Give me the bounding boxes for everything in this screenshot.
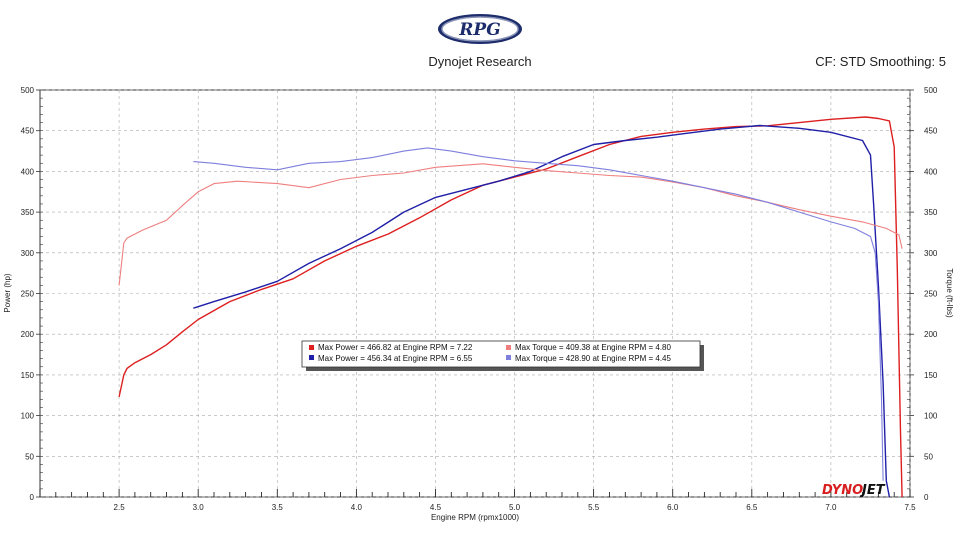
y2-axis-title: Torque (ft-lbs) xyxy=(945,268,954,318)
x-tick-label: 6.0 xyxy=(667,503,679,512)
y2-tick-label: 450 xyxy=(924,127,938,136)
y2-tick-label: 400 xyxy=(924,167,938,176)
legend-swatch-power-run-2 xyxy=(309,355,314,360)
y-tick-label: 50 xyxy=(25,452,34,461)
y-axis-title: Power (hp) xyxy=(3,273,12,312)
x-tick-labels: 2.5 3.0 3.5 4.0 4.5 5.0 5.5 6.0 6.5 7.0 7.5 xyxy=(114,503,917,512)
x-tick-label: 5.5 xyxy=(588,503,600,512)
x-tick-label: 6.5 xyxy=(746,503,758,512)
x-tick-label: 2.5 xyxy=(114,503,126,512)
company-name: Dynojet Research xyxy=(428,54,532,69)
x-tick-label: 3.0 xyxy=(193,503,205,512)
y-tick-label: 0 xyxy=(30,493,35,502)
y2-tick-label: 0 xyxy=(924,493,929,502)
y2-tick-labels: 0 50 100 150 200 250 300 350 400 450 500 xyxy=(924,86,938,502)
legend-swatch-torque-run-1 xyxy=(506,345,511,350)
power-run-1-line xyxy=(118,116,903,498)
legend-entry-power-run-2: Max Power = 456.34 at Engine RPM = 6.55 xyxy=(318,354,473,363)
x-tick-label: 4.0 xyxy=(351,503,363,512)
y2-tick-label: 50 xyxy=(924,452,933,461)
y-tick-label: 200 xyxy=(21,330,35,339)
y-tick-label: 350 xyxy=(21,208,35,217)
y2-tick-label: 150 xyxy=(924,371,938,380)
y-tick-label: 500 xyxy=(21,86,35,95)
x-tick-label: 7.0 xyxy=(825,503,837,512)
y-tick-label: 300 xyxy=(21,249,35,258)
y-tick-label: 450 xyxy=(21,127,35,136)
legend-entry-torque-run-2: Max Torque = 428.90 at Engine RPM = 4.45 xyxy=(515,354,672,363)
legend-swatch-torque-run-2 xyxy=(506,355,511,360)
y-tick-label: 100 xyxy=(21,412,35,421)
x-tick-label: 3.5 xyxy=(272,503,284,512)
y2-tick-label: 350 xyxy=(924,208,938,217)
y2-tick-label: 300 xyxy=(924,249,938,258)
y-tick-label: 400 xyxy=(21,167,35,176)
y-tick-labels: 0 50 100 150 200 250 300 350 400 450 500 xyxy=(21,86,35,502)
legend-swatch-power-run-1 xyxy=(309,345,314,350)
grid xyxy=(36,89,914,498)
x-tick-label: 7.5 xyxy=(904,503,916,512)
power-run-2-line xyxy=(193,124,891,498)
x-axis-title: Engine RPM (rpmx1000) xyxy=(431,513,519,522)
minor-ticks xyxy=(39,89,911,498)
legend-box: Max Power = 466.82 at Engine RPM = 7.22 … xyxy=(301,340,704,371)
x-tick-label: 5.0 xyxy=(509,503,521,512)
torque-run-1-line xyxy=(118,163,903,286)
correction-factor-info: CF: STD Smoothing: 5 xyxy=(815,54,946,69)
svg-text:DYNO: DYNO xyxy=(822,483,863,498)
rpg-logo: RPG xyxy=(436,12,524,46)
y2-tick-label: 250 xyxy=(924,290,938,299)
dynojet-watermark: DYNO JET xyxy=(822,483,886,498)
y-tick-label: 250 xyxy=(21,290,35,299)
legend-entry-torque-run-1: Max Torque = 409.38 at Engine RPM = 4.80 xyxy=(515,343,672,352)
legend-entry-power-run-1: Max Power = 466.82 at Engine RPM = 7.22 xyxy=(318,343,473,352)
y2-tick-label: 100 xyxy=(924,412,938,421)
y2-tick-label: 200 xyxy=(924,330,938,339)
svg-text:JET: JET xyxy=(859,483,886,498)
series-lines xyxy=(118,116,903,498)
y-tick-label: 150 xyxy=(21,371,35,380)
x-tick-label: 4.5 xyxy=(430,503,442,512)
y2-tick-label: 500 xyxy=(924,86,938,95)
svg-text:RPG: RPG xyxy=(458,20,500,40)
torque-run-2-line xyxy=(193,147,884,481)
